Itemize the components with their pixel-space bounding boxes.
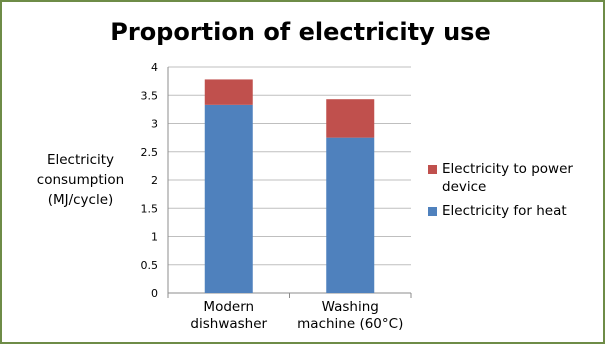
bar-segment: [204, 79, 253, 105]
y-axis-label-line: Electricity: [46, 152, 115, 168]
y-tick-label: 3.5: [141, 89, 159, 102]
y-tick-label: 0: [151, 287, 158, 300]
y-tick-label: 1.5: [141, 202, 159, 215]
legend-label-line: device: [442, 179, 487, 195]
legend-swatch-heat: [428, 207, 437, 216]
y-axis-label-line: consumption: [36, 172, 125, 188]
bar-segment: [326, 137, 375, 293]
legend-label-line: Electricity to power: [442, 161, 573, 177]
legend: Electricity to power device Electricity …: [428, 160, 598, 226]
y-tick-label: 1: [151, 231, 158, 244]
y-tick-label: 4: [151, 61, 158, 74]
x-category-label: dishwasher: [190, 316, 267, 332]
y-tick-label: 3: [151, 118, 158, 131]
chart-title: Proportion of electricity use: [110, 18, 491, 46]
x-category-label: Modern: [203, 299, 254, 315]
legend-item-power: Electricity to power device: [428, 160, 598, 196]
y-tick-label: 0.5: [141, 259, 159, 272]
x-category-label: Washing: [322, 299, 379, 315]
legend-swatch-power: [428, 165, 437, 174]
legend-label-line: Electricity for heat: [442, 203, 567, 219]
y-axis-label-line: (MJ/cycle): [47, 192, 114, 208]
y-tick-label: 2: [151, 174, 158, 187]
bar-segment: [326, 99, 375, 138]
y-tick-label: 2.5: [141, 146, 159, 159]
x-category-label: machine (60°C): [297, 316, 403, 332]
legend-item-heat: Electricity for heat: [428, 202, 598, 220]
y-axis-label: Electricity consumption (MJ/cycle): [28, 150, 133, 210]
bar-segment: [204, 104, 253, 293]
